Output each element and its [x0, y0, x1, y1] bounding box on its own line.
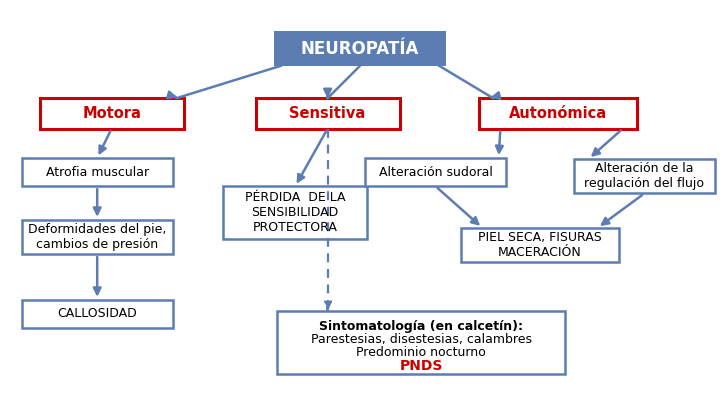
- Text: Predominio nocturno: Predominio nocturno: [356, 346, 486, 359]
- FancyBboxPatch shape: [365, 158, 505, 186]
- FancyBboxPatch shape: [461, 228, 619, 262]
- FancyBboxPatch shape: [40, 98, 184, 129]
- FancyBboxPatch shape: [22, 158, 173, 186]
- FancyBboxPatch shape: [223, 186, 367, 239]
- FancyBboxPatch shape: [22, 220, 173, 254]
- Text: PÉRDIDA  DE LA
SENSIBILIDAD
PROTECTORA: PÉRDIDA DE LA SENSIBILIDAD PROTECTORA: [245, 191, 346, 234]
- FancyBboxPatch shape: [256, 98, 400, 129]
- Text: Alteración sudoral: Alteración sudoral: [379, 166, 492, 179]
- Text: Sintomatología (en calcetín):: Sintomatología (en calcetín):: [319, 320, 523, 333]
- Text: PNDS: PNDS: [400, 359, 443, 373]
- Text: Atrofia muscular: Atrofia muscular: [45, 166, 149, 179]
- Text: Alteración de la
regulación del flujo: Alteración de la regulación del flujo: [585, 162, 704, 190]
- Text: Parestesias, disestesias, calambres: Parestesias, disestesias, calambres: [311, 333, 531, 346]
- FancyBboxPatch shape: [22, 300, 173, 328]
- Text: Deformidades del pie,
cambios de presión: Deformidades del pie, cambios de presión: [28, 223, 166, 251]
- FancyBboxPatch shape: [575, 159, 714, 194]
- FancyBboxPatch shape: [274, 32, 446, 66]
- Text: CALLOSIDAD: CALLOSIDAD: [58, 307, 137, 320]
- Text: Motora: Motora: [82, 106, 141, 121]
- FancyBboxPatch shape: [277, 311, 565, 373]
- Text: Sensitiva: Sensitiva: [289, 106, 366, 121]
- FancyBboxPatch shape: [479, 98, 637, 129]
- Text: PIEL SECA, FISURAS
MACERACIÓN: PIEL SECA, FISURAS MACERACIÓN: [478, 231, 602, 259]
- Text: Autonómica: Autonómica: [509, 106, 607, 121]
- Text: NEUROPATÍA: NEUROPATÍA: [301, 40, 419, 58]
